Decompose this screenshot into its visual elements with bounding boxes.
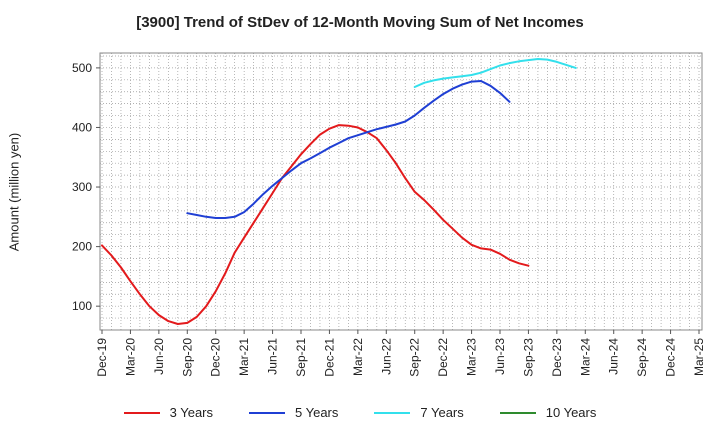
x-tick-label: Dec-19	[95, 338, 109, 377]
y-tick-label: 300	[72, 180, 92, 194]
x-tick-label: Mar-20	[123, 338, 137, 376]
legend-swatch	[374, 411, 411, 414]
x-tick-label: Mar-25	[692, 338, 706, 376]
x-tick-label: Jun-24	[607, 338, 621, 375]
legend-swatch	[249, 411, 285, 414]
y-tick-label: 500	[72, 61, 92, 75]
y-tick-label: 200	[72, 240, 92, 254]
x-tick-label: Dec-24	[664, 338, 678, 377]
x-tick-label: Sep-24	[635, 338, 649, 377]
x-tick-label: Jun-23	[493, 338, 507, 375]
x-tick-label: Mar-21	[237, 338, 251, 376]
plot-area	[100, 53, 702, 330]
series-line-7-years	[413, 58, 577, 88]
legend-label: 7 Years	[420, 405, 464, 420]
y-tick-label: 400	[72, 120, 92, 134]
legend-label: 3 Years	[169, 405, 213, 420]
x-tick-label: Mar-22	[351, 338, 365, 376]
legend-item: 3 Years	[123, 405, 213, 420]
legend-item: 5 Years	[249, 405, 338, 420]
x-tick-label: Sep-21	[294, 338, 308, 377]
x-tick-label: Sep-20	[180, 338, 194, 377]
x-tick-labels: Dec-19 Mar-20 Jun-20 Sep-20 Dec-20 Mar-21 Jun-…	[95, 330, 706, 377]
grid-lines	[100, 53, 702, 330]
x-tick-label: Dec-21	[322, 338, 336, 377]
legend-item: 10 Years	[499, 405, 597, 420]
legend-item: 7 Years	[374, 405, 464, 420]
series-line-5-years	[186, 80, 511, 219]
series-layer	[101, 58, 577, 325]
series-line-3-years	[101, 124, 530, 325]
x-tick-label: Mar-24	[578, 338, 592, 376]
legend: 3 Years 5 Years 7 Years 10 Years	[0, 405, 720, 420]
x-tick-label: Jun-21	[266, 338, 280, 375]
legend-label: 10 Years	[545, 405, 597, 420]
legend-swatch	[123, 411, 160, 414]
x-tick-label: Sep-23	[521, 338, 535, 377]
x-tick-label: Jun-22	[379, 338, 393, 375]
plot-frame	[99, 52, 703, 331]
x-tick-label: Dec-23	[550, 338, 564, 377]
x-tick-label: Dec-22	[436, 338, 450, 377]
legend-swatch	[499, 411, 536, 414]
y-tick-label: 100	[72, 299, 92, 313]
chart-plot: 100 200 300 400 500 Dec-19 Mar-20 Jun-20 Sep-20…	[72, 52, 706, 377]
legend-label: 5 Years	[295, 405, 339, 420]
x-tick-label: Sep-22	[408, 338, 422, 377]
chart-title: [3900] Trend of StDev of 12-Month Moving…	[136, 14, 584, 31]
y-tick-labels: 100 200 300 400 500	[72, 61, 100, 313]
x-tick-label: Dec-20	[209, 338, 223, 377]
x-tick-label: Mar-23	[465, 338, 479, 376]
x-tick-label: Jun-20	[152, 338, 166, 375]
